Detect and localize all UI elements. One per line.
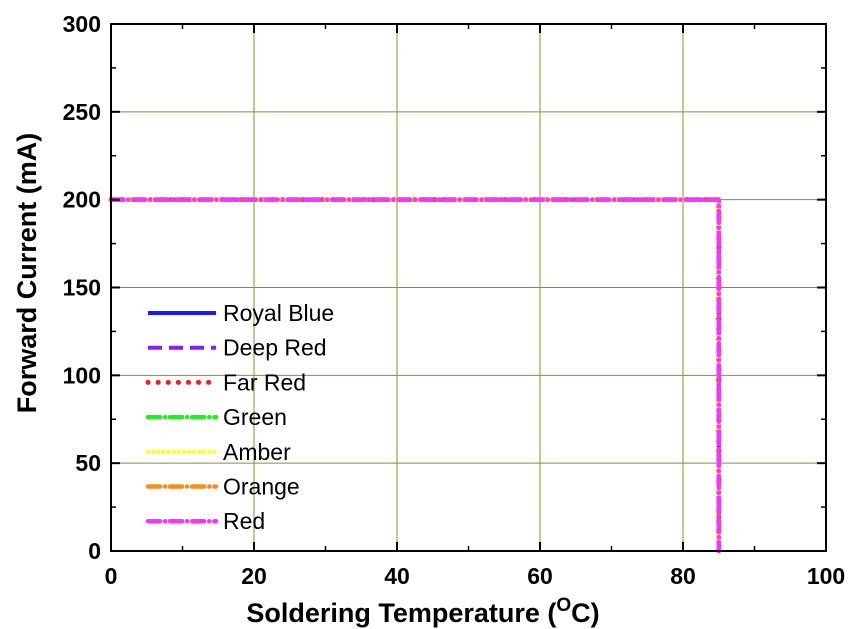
x-tick-label: 0 [105,563,118,589]
x-axis-title-unit: C) [571,598,600,628]
series-lines [108,197,722,554]
legend-label-0: Royal Blue [223,300,334,326]
y-tick-labels: 0 50 100 150 200 250 300 [63,11,101,564]
grid [111,24,826,551]
legend-label-5: Orange [223,474,300,500]
series-line-6 [108,197,721,554]
x-axis-title-superscript: O [556,595,571,616]
x-axis-title: Soldering Temperature (OC) [246,595,599,628]
legend-label-4: Amber [223,439,291,465]
legend: Royal Blue Deep Red Far Red Green Amber Orang… [145,300,334,534]
legend-label-6: Red [223,508,265,534]
axis-ticks [110,23,827,552]
x-tick-label: 40 [384,563,410,589]
x-tick-label: 20 [241,563,267,589]
y-tick-label: 0 [88,538,101,564]
x-tick-labels: 0 20 40 60 80 100 [105,563,846,589]
legend-label-2: Far Red [223,369,306,395]
y-tick-label: 200 [63,187,101,213]
legend-label-1: Deep Red [223,335,327,361]
x-tick-label: 80 [670,563,696,589]
legend-label-3: Green [223,404,287,430]
y-tick-label: 50 [75,450,101,476]
y-tick-label: 300 [63,11,101,37]
x-tick-label: 60 [527,563,553,589]
y-tick-label: 150 [63,275,101,301]
y-tick-label: 100 [63,362,101,388]
y-tick-label: 250 [63,99,101,125]
x-axis-title-text: Soldering Temperature ( [246,598,556,628]
x-tick-label: 100 [807,563,845,589]
y-axis-title: Forward Current (mA) [12,133,42,414]
